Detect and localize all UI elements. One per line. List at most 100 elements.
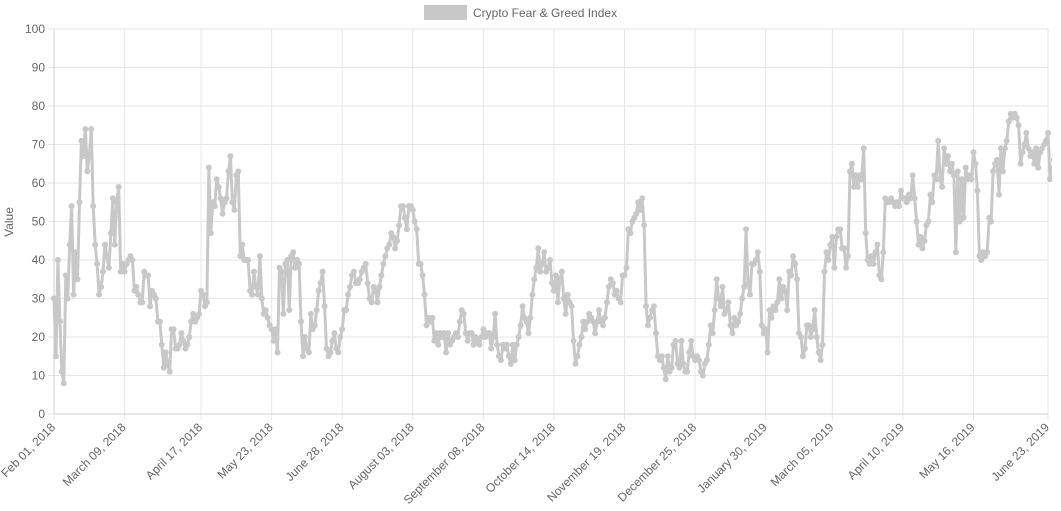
data-point[interactable] <box>322 303 328 309</box>
data-point[interactable] <box>271 338 277 344</box>
data-point[interactable] <box>514 342 520 348</box>
data-point[interactable] <box>710 330 716 336</box>
data-point[interactable] <box>841 245 847 251</box>
data-point[interactable] <box>1043 138 1049 144</box>
data-point[interactable] <box>365 280 371 286</box>
data-point[interactable] <box>753 257 759 263</box>
data-point[interactable] <box>63 272 69 278</box>
data-point[interactable] <box>569 303 575 309</box>
data-point[interactable] <box>563 311 569 317</box>
data-point[interactable] <box>859 176 865 182</box>
data-point[interactable] <box>653 330 659 336</box>
data-point[interactable] <box>135 292 141 298</box>
data-point[interactable] <box>961 215 967 221</box>
data-point[interactable] <box>984 249 990 255</box>
data-point[interactable] <box>504 342 510 348</box>
data-point[interactable] <box>910 172 916 178</box>
data-point[interactable] <box>382 253 388 259</box>
data-point[interactable] <box>673 338 679 344</box>
data-point[interactable] <box>831 265 837 271</box>
data-point[interactable] <box>378 272 384 278</box>
data-point[interactable] <box>627 230 633 236</box>
data-point[interactable] <box>71 292 77 298</box>
data-point[interactable] <box>88 126 94 132</box>
data-point[interactable] <box>994 157 1000 163</box>
data-point[interactable] <box>808 334 814 340</box>
data-point[interactable] <box>78 138 84 144</box>
data-point[interactable] <box>661 365 667 371</box>
data-point[interactable] <box>318 280 324 286</box>
data-point[interactable] <box>112 242 118 248</box>
data-point[interactable] <box>529 292 535 298</box>
data-point[interactable] <box>878 276 884 282</box>
data-point[interactable] <box>490 334 496 340</box>
data-point[interactable] <box>457 319 463 325</box>
data-point[interactable] <box>927 192 933 198</box>
data-point[interactable] <box>331 330 337 336</box>
data-point[interactable] <box>651 303 657 309</box>
data-point[interactable] <box>953 249 959 255</box>
data-point[interactable] <box>402 215 408 221</box>
data-point[interactable] <box>573 361 579 367</box>
data-point[interactable] <box>512 357 518 363</box>
data-point[interactable] <box>347 284 353 290</box>
data-point[interactable] <box>547 257 553 263</box>
data-point[interactable] <box>773 307 779 313</box>
data-point[interactable] <box>824 249 830 255</box>
data-point[interactable] <box>571 338 577 344</box>
data-point[interactable] <box>1014 115 1020 121</box>
data-point[interactable] <box>257 253 263 259</box>
data-point[interactable] <box>920 245 926 251</box>
data-point[interactable] <box>492 311 498 317</box>
data-point[interactable] <box>539 261 545 267</box>
data-point[interactable] <box>678 338 684 344</box>
data-point[interactable] <box>296 261 302 267</box>
data-point[interactable] <box>116 184 122 190</box>
data-point[interactable] <box>239 242 245 248</box>
data-point[interactable] <box>937 176 943 182</box>
data-point[interactable] <box>602 315 608 321</box>
data-point[interactable] <box>145 272 151 278</box>
data-point[interactable] <box>706 342 712 348</box>
data-point[interactable] <box>410 207 416 213</box>
data-point[interactable] <box>963 165 969 171</box>
data-point[interactable] <box>335 349 341 355</box>
data-point[interactable] <box>659 353 665 359</box>
data-point[interactable] <box>400 203 406 209</box>
data-point[interactable] <box>286 307 292 313</box>
data-point[interactable] <box>955 168 961 174</box>
data-point[interactable] <box>69 203 75 209</box>
data-point[interactable] <box>776 276 782 282</box>
data-point[interactable] <box>300 353 306 359</box>
data-point[interactable] <box>67 242 73 248</box>
data-point[interactable] <box>778 296 784 302</box>
data-point[interactable] <box>592 330 598 336</box>
data-point[interactable] <box>765 349 771 355</box>
data-point[interactable] <box>700 373 706 379</box>
data-point[interactable] <box>843 265 849 271</box>
data-point[interactable] <box>782 288 788 294</box>
data-point[interactable] <box>461 311 467 317</box>
data-point[interactable] <box>745 280 751 286</box>
data-point[interactable] <box>973 161 979 167</box>
data-point[interactable] <box>329 338 335 344</box>
data-point[interactable] <box>847 168 853 174</box>
data-point[interactable] <box>669 365 675 371</box>
data-point[interactable] <box>1004 138 1010 144</box>
data-point[interactable] <box>610 280 616 286</box>
data-point[interactable] <box>184 342 190 348</box>
data-point[interactable] <box>445 330 451 336</box>
data-point[interactable] <box>337 334 343 340</box>
data-point[interactable] <box>159 342 165 348</box>
data-point[interactable] <box>898 188 904 194</box>
data-point[interactable] <box>520 303 526 309</box>
data-point[interactable] <box>186 334 192 340</box>
data-point[interactable] <box>129 257 135 263</box>
data-point[interactable] <box>747 292 753 298</box>
data-point[interactable] <box>596 307 602 313</box>
data-point[interactable] <box>545 265 551 271</box>
data-point[interactable] <box>1016 122 1022 128</box>
data-point[interactable] <box>971 149 977 155</box>
data-point[interactable] <box>435 342 441 348</box>
data-point[interactable] <box>1020 149 1026 155</box>
